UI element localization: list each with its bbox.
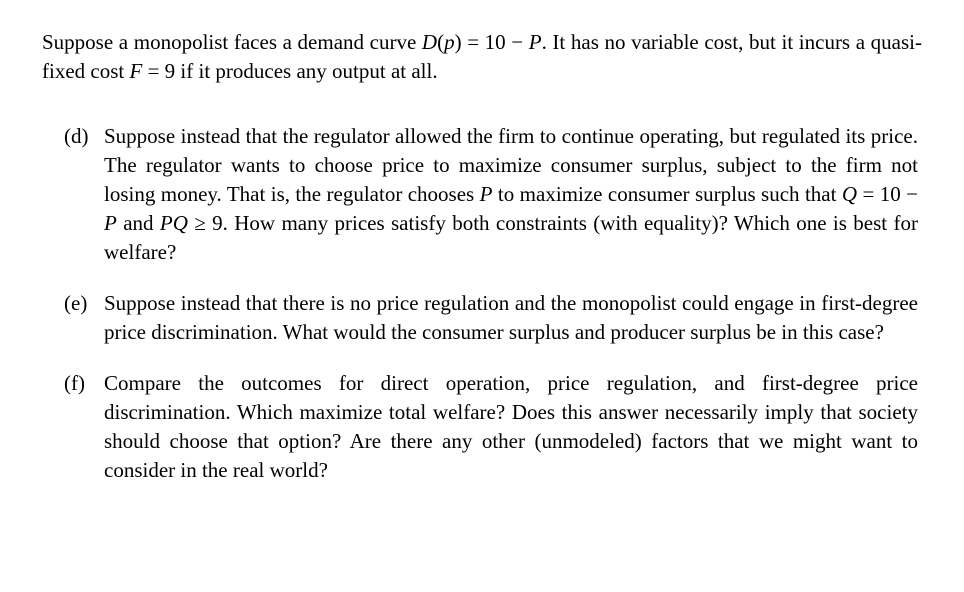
body-text: to maximize consumer surplus such that — [492, 182, 841, 206]
body-text: = 10 − — [857, 182, 918, 206]
math-var: Q — [842, 182, 857, 206]
body-text: Suppose instead that there is no price r… — [104, 291, 918, 344]
math-var: P — [529, 30, 542, 54]
math-var: P — [480, 182, 493, 206]
intro-text: = 9 if it produces any output at all. — [142, 59, 437, 83]
math-var: P — [104, 211, 117, 235]
math-text: ) = 10 − — [455, 30, 529, 54]
intro-text: Suppose a monopolist faces a demand curv… — [42, 30, 422, 54]
body-text: ≥ 9. How many prices satisfy both constr… — [104, 211, 918, 264]
problem-intro: Suppose a monopolist faces a demand curv… — [42, 28, 922, 86]
item-body: Compare the outcomes for direct operatio… — [104, 369, 922, 485]
item-body: Suppose instead that the regulator allow… — [104, 122, 922, 267]
math-var: F — [129, 59, 142, 83]
body-text: and — [117, 211, 160, 235]
math-var: D — [422, 30, 437, 54]
item-label: (e) — [42, 289, 104, 347]
item-body: Suppose instead that there is no price r… — [104, 289, 922, 347]
body-text: Compare the outcomes for direct operatio… — [104, 371, 918, 482]
item-label: (f) — [42, 369, 104, 485]
math-var: PQ — [160, 211, 188, 235]
list-item: (d) Suppose instead that the regulator a… — [42, 122, 922, 267]
list-item: (f) Compare the outcomes for direct oper… — [42, 369, 922, 485]
item-label: (d) — [42, 122, 104, 267]
math-var: p — [444, 30, 455, 54]
list-item: (e) Suppose instead that there is no pri… — [42, 289, 922, 347]
